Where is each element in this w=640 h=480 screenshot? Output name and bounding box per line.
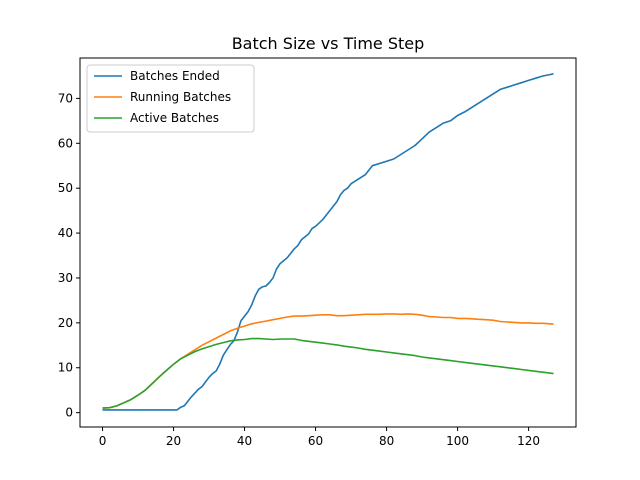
series-line-1 <box>102 313 554 409</box>
y-tick-label: 70 <box>58 91 73 105</box>
legend: Batches Ended Running Batches Active Batch… <box>86 64 255 133</box>
x-tick-label: 100 <box>446 434 469 448</box>
x-tick-label: 120 <box>517 434 540 448</box>
x-tick-label: 40 <box>237 434 252 448</box>
chart-title: Batch Size vs Time Step <box>232 34 425 53</box>
series-layer <box>102 72 554 411</box>
y-tick-label: 40 <box>58 226 73 240</box>
y-axis: 0 10 20 30 40 50 60 70 <box>58 91 80 420</box>
y-tick-label: 20 <box>58 316 73 330</box>
series-line-2 <box>102 337 554 409</box>
plot-frame <box>79 57 577 428</box>
x-tick-label: 80 <box>379 434 394 448</box>
y-tick-label: 60 <box>58 136 73 150</box>
legend-label-2: Active Batches <box>130 111 219 125</box>
y-tick-label: 0 <box>65 406 73 420</box>
legend-box <box>86 64 255 133</box>
x-tick-label: 60 <box>308 434 323 448</box>
y-tick-label: 50 <box>58 181 73 195</box>
x-tick-label: 0 <box>99 434 107 448</box>
x-tick-label: 20 <box>166 434 181 448</box>
series-line-0 <box>102 72 554 411</box>
y-tick-label: 30 <box>58 271 73 285</box>
x-axis: 0 20 40 60 80 100 120 <box>99 427 540 448</box>
legend-label-1: Running Batches <box>130 90 231 104</box>
y-tick-label: 10 <box>58 361 73 375</box>
legend-label-0: Batches Ended <box>130 69 220 83</box>
